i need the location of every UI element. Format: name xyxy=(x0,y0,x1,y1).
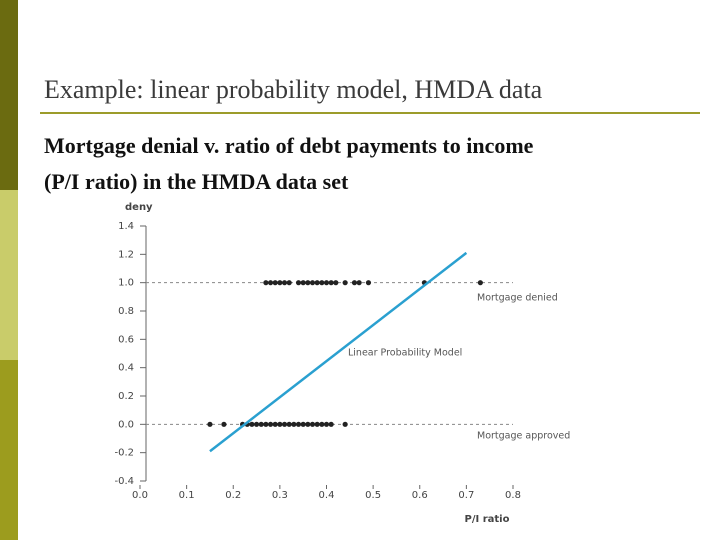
point xyxy=(281,280,288,286)
point xyxy=(314,280,320,286)
point xyxy=(305,421,311,427)
y-tick-label: 1.0 xyxy=(118,278,134,289)
x-axis-label: P/I ratio xyxy=(465,514,510,525)
y-tick-label: 0.0 xyxy=(118,419,134,430)
point xyxy=(263,280,269,286)
point xyxy=(295,280,302,286)
y-tick-label: 0.4 xyxy=(118,363,134,374)
point xyxy=(300,421,306,427)
point xyxy=(328,421,334,427)
point xyxy=(277,280,283,286)
point xyxy=(277,421,283,427)
x-tick-label: 0.7 xyxy=(458,490,474,501)
point xyxy=(356,280,362,286)
point xyxy=(477,280,483,286)
point xyxy=(351,280,358,286)
point xyxy=(267,280,274,286)
side-bar xyxy=(0,0,18,190)
x-tick-label: 0.2 xyxy=(225,490,241,501)
point xyxy=(323,280,330,286)
point xyxy=(333,280,339,286)
point xyxy=(258,421,264,427)
y-tick-label: -0.4 xyxy=(114,476,134,487)
subtitle: (P/I ratio) in the HMDA data set xyxy=(44,169,349,194)
point xyxy=(272,421,278,427)
x-tick-label: 0.6 xyxy=(412,490,428,501)
point xyxy=(314,421,320,427)
side-bar xyxy=(0,190,18,360)
point xyxy=(291,421,297,427)
x-tick-label: 0.8 xyxy=(505,490,521,501)
point xyxy=(286,280,292,286)
y-tick-label: -0.2 xyxy=(114,448,134,459)
point xyxy=(249,421,255,427)
point xyxy=(323,421,330,427)
point xyxy=(281,421,288,427)
point xyxy=(295,421,302,427)
point xyxy=(263,421,269,427)
point xyxy=(328,280,334,286)
point xyxy=(365,280,372,286)
annotation: Mortgage denied xyxy=(477,293,558,304)
x-tick-label: 0.0 xyxy=(132,490,148,501)
x-tick-label: 0.1 xyxy=(179,490,195,501)
subtitle: Mortgage denial v. ratio of debt payment… xyxy=(44,133,534,158)
side-bar xyxy=(0,360,18,540)
point xyxy=(272,280,278,286)
x-tick-label: 0.5 xyxy=(365,490,381,501)
point xyxy=(253,421,260,427)
point xyxy=(286,421,292,427)
point xyxy=(309,421,316,427)
y-tick-label: 1.2 xyxy=(118,249,134,260)
point xyxy=(267,421,274,427)
point xyxy=(319,280,325,286)
point xyxy=(342,421,348,427)
x-tick-label: 0.4 xyxy=(319,490,335,501)
chart: -0.4 -0.2 0.0 0.2 0.4 0.6 0.8 1.0 1.2 1.4 0.0 0.1 0.… xyxy=(114,202,570,525)
y-axis-label: deny xyxy=(125,202,153,213)
y-tick-label: 1.4 xyxy=(118,221,134,232)
y-tick-label: 0.6 xyxy=(118,334,134,345)
point xyxy=(221,421,227,427)
fit-line xyxy=(209,251,468,453)
x-tick-label: 0.3 xyxy=(272,490,288,501)
annotation: Linear Probability Model xyxy=(348,348,462,359)
y-tick-label: 0.2 xyxy=(118,391,134,402)
point xyxy=(342,280,348,286)
annotation: Mortgage approved xyxy=(477,431,570,442)
point xyxy=(207,421,213,427)
point xyxy=(300,280,306,286)
point xyxy=(309,280,316,286)
slide-title: Example: linear probability model, HMDA … xyxy=(44,75,543,104)
y-tick-label: 0.8 xyxy=(118,306,134,317)
point xyxy=(319,421,325,427)
point xyxy=(305,280,311,286)
